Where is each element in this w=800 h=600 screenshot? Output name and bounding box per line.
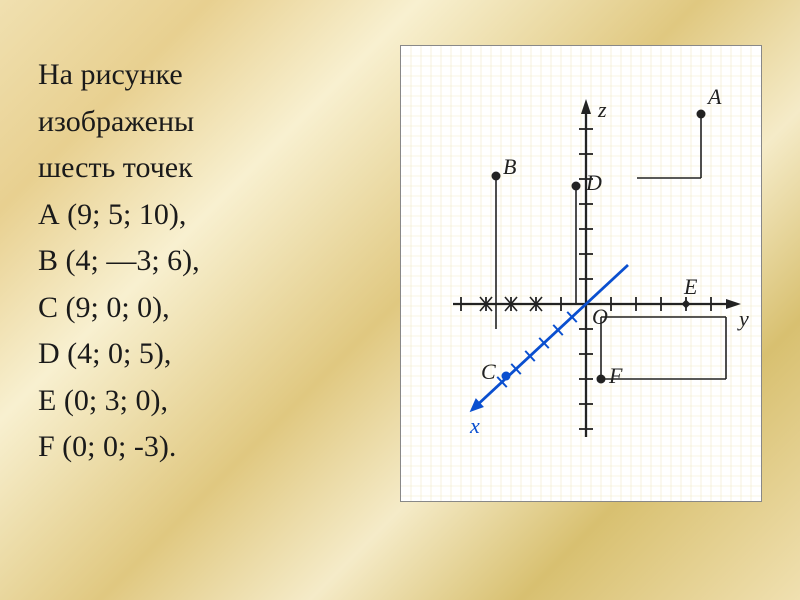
point-a-coords: А (9; 5; 10),	[38, 192, 200, 239]
point-b-coords: В (4; —3; 6),	[38, 238, 200, 285]
svg-text:x: x	[469, 413, 480, 438]
svg-text:A: A	[706, 84, 722, 109]
svg-text:B: B	[503, 154, 516, 179]
svg-text:y: y	[737, 306, 749, 331]
intro-line-3: шесть точек	[38, 145, 200, 192]
point-f-coords: F (0; 0; -3).	[38, 424, 200, 471]
problem-statement: На рисунке изображены шесть точек А (9; …	[38, 52, 200, 471]
intro-line-2: изображены	[38, 99, 200, 146]
coordinate-svg: z y x O A B D E C F	[401, 46, 761, 501]
svg-text:E: E	[683, 274, 698, 299]
coordinate-diagram: z y x O A B D E C F	[400, 45, 762, 502]
svg-text:O: O	[592, 304, 608, 329]
intro-line-1: На рисунке	[38, 52, 200, 99]
svg-text:C: C	[481, 359, 496, 384]
point-d-coords: D (4; 0; 5),	[38, 331, 200, 378]
point-e-coords: Е (0; 3; 0),	[38, 378, 200, 425]
svg-text:z: z	[597, 97, 607, 122]
svg-text:F: F	[608, 363, 623, 388]
point-c-coords: С (9; 0; 0),	[38, 285, 200, 332]
svg-text:D: D	[585, 170, 602, 195]
